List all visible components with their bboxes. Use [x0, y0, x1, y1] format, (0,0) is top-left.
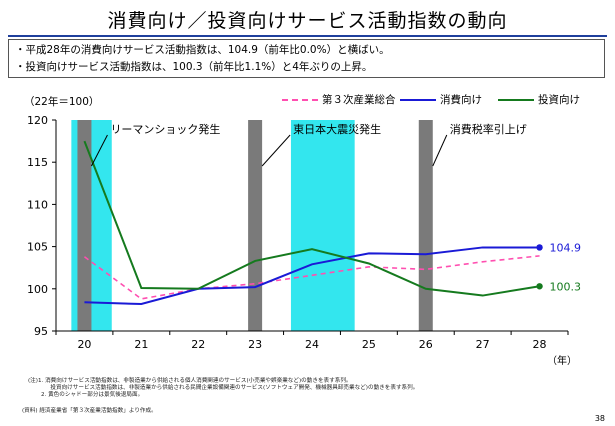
shaded-period-0	[71, 120, 112, 331]
legend-label-total: 第３次産業総合	[322, 94, 396, 106]
x-tick-label-21: 21	[134, 338, 148, 351]
x-tick-label-24: 24	[305, 338, 319, 351]
series-line-consumption	[84, 246, 540, 305]
x-tick-label-23: 23	[248, 338, 262, 351]
y-tick-label-100: 100	[27, 283, 48, 296]
x-tick-label-27: 27	[476, 338, 490, 351]
legend-item-investment: 投資向け	[498, 92, 580, 107]
event-pointer-0	[91, 134, 108, 167]
event-pointer-1	[261, 134, 291, 167]
y-tick-label-110: 110	[27, 198, 48, 211]
note-line-2: 投資向けサービス活動指数は、非製造業から供給される民間企業設備関連のサービス(ソ…	[28, 385, 419, 391]
x-axis-label: （年）	[547, 354, 577, 367]
series-line-investment	[83, 140, 540, 297]
unit-label: （22年＝100）	[24, 96, 100, 108]
y-tick-label-120: 120	[27, 114, 48, 127]
y-tick-label-105: 105	[27, 241, 48, 254]
legend-label-investment: 投資向け	[538, 94, 580, 106]
end-marker-0	[536, 244, 543, 251]
event-pointer-2	[432, 134, 448, 167]
event-bar-1	[248, 120, 263, 331]
y-tick-label-95: 95	[34, 325, 48, 338]
shaded-period-1	[290, 120, 355, 331]
summary-box: ・平成28年の消費向けサービス活動指数は、104.9（前年比0.0%）と横ばい。…	[8, 39, 605, 78]
title-divider	[8, 35, 607, 37]
series-line-total	[83, 255, 540, 300]
x-tick-label-22: 22	[191, 338, 205, 351]
legend-swatch-consumption	[400, 98, 436, 101]
x-tick-label-25: 25	[362, 338, 376, 351]
y-tick-label-115: 115	[27, 156, 48, 169]
legend-item-consumption: 消費向け	[400, 92, 482, 107]
x-tick-label-26: 26	[419, 338, 433, 351]
legend-item-total: 第３次産業総合	[282, 92, 396, 107]
end-label-1: 100.3	[550, 280, 582, 293]
page-title: 消費向け／投資向けサービス活動指数の動向	[107, 10, 508, 32]
summary-line-consumption: ・平成28年の消費向けサービス活動指数は、104.9（前年比0.0%）と横ばい。	[15, 44, 390, 56]
page-number: 38	[594, 414, 605, 423]
source-note: (資料) 経済産業省「第３次産業活動指数」より作成。	[22, 408, 157, 414]
event-bar-0	[77, 120, 92, 331]
event-bar-2	[418, 120, 433, 331]
event-label-0: リーマンショック発生	[110, 122, 220, 136]
summary-line-investment: ・投資向けサービス活動指数は、100.3（前年比1.1%）と4年ぶりの上昇。	[15, 61, 373, 73]
legend-swatch-total	[282, 98, 318, 101]
note-line-3: 2. 黄色のシャドー部分は景気後退局面。	[28, 392, 144, 398]
x-tick-label-20: 20	[77, 338, 91, 351]
note-line-1: (注)1. 消費向けサービス活動指数は、非製造業から供給される個人消費関連のサー…	[28, 378, 352, 384]
event-label-2: 消費税率引上げ	[450, 122, 527, 136]
end-marker-1	[536, 283, 543, 290]
legend-swatch-investment	[498, 98, 534, 101]
event-label-1: 東日本大震災発生	[293, 122, 381, 136]
end-label-0: 104.9	[550, 241, 582, 254]
x-tick-label-28: 28	[533, 338, 547, 351]
legend-label-consumption: 消費向け	[440, 94, 482, 106]
